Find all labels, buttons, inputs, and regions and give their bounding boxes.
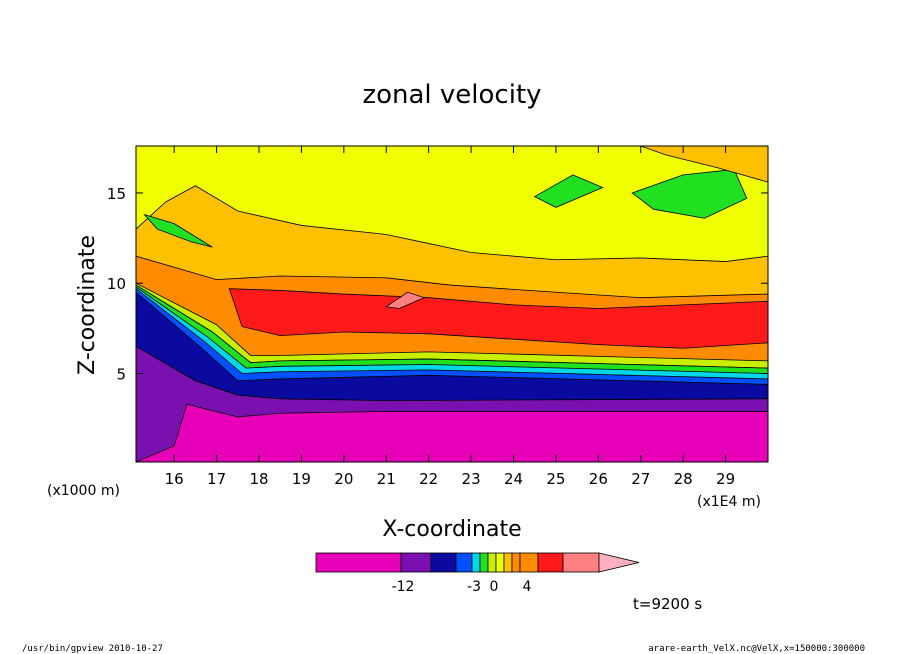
x-tick-label: 16 (165, 470, 184, 488)
x-tick-label: 23 (462, 470, 481, 488)
chart-title: zonal velocity (362, 80, 541, 110)
upper-light-orange-corner (640, 146, 768, 183)
contour-bands (136, 146, 768, 462)
x-axis-ticks: 16 17 18 19 20 21 22 23 24 25 26 27 28 29 (165, 146, 735, 488)
contour-patches (143, 146, 768, 309)
colorbar-label-minus12: -12 (392, 579, 415, 595)
colorbar-segment (562, 552, 600, 573)
colorbar-segment (511, 552, 521, 573)
colorbar-segment (537, 552, 564, 573)
x-tick-label: 29 (716, 470, 735, 488)
colorbar-label-4: 4 (523, 579, 532, 595)
y-axis-label: Z-coordinate (75, 235, 100, 375)
colorbar-segment (495, 552, 505, 573)
colorbar-segment (315, 552, 402, 573)
y-tick-label: 5 (116, 366, 126, 384)
plot-frame (135, 145, 769, 463)
colorbar-tip (598, 552, 640, 573)
y-tick-label: 15 (107, 185, 126, 203)
x-tick-label: 21 (377, 470, 396, 488)
x-tick-label: 18 (249, 470, 268, 488)
footer-left: /usr/bin/gpview 2010-10-27 (22, 644, 163, 654)
colorbar-label-0: 0 (490, 579, 499, 595)
colorbar-segment (479, 552, 489, 573)
x-tick-label: 24 (504, 470, 523, 488)
footer-right: arare-earth_VelX.nc@VelX,x=150000:300000 (648, 644, 865, 654)
colorbar-labels: -12 -3 0 4 (392, 579, 532, 595)
colorbar (315, 552, 640, 573)
x-tick-label: 17 (207, 470, 226, 488)
x-tick-label: 20 (334, 470, 353, 488)
upper-green-patch-top (533, 174, 604, 208)
colorbar-segment (430, 552, 457, 573)
x-tick-label: 26 (589, 470, 608, 488)
band-positive-red (228, 288, 768, 349)
x-tick-label: 19 (292, 470, 311, 488)
colorbar-segment (400, 552, 432, 573)
colorbar-segment (503, 552, 513, 573)
colorbar-segment (487, 552, 497, 573)
colorbar-label-minus3: -3 (467, 579, 481, 595)
colorbar-segment (455, 552, 473, 573)
y-axis-ticks: 5 10 15 (107, 185, 768, 384)
x-axis-units: (x1E4 m) (697, 494, 761, 510)
y-axis-units: (x1000 m) (47, 483, 120, 499)
mid-pink-blob (385, 291, 426, 309)
band-overlay-deep-negative (136, 403, 768, 462)
upper-green-patch-left (143, 213, 213, 248)
upper-green-patch-right (631, 169, 748, 219)
x-tick-label: 27 (631, 470, 650, 488)
x-axis-label: X-coordinate (382, 517, 521, 542)
y-tick-label: 10 (107, 275, 126, 293)
x-tick-label: 28 (674, 470, 693, 488)
x-tick-label: 22 (419, 470, 438, 488)
colorbar-segment (471, 552, 481, 573)
colorbar-segment (519, 552, 539, 573)
x-tick-label: 25 (546, 470, 565, 488)
time-label: t=9200 s (633, 595, 702, 613)
